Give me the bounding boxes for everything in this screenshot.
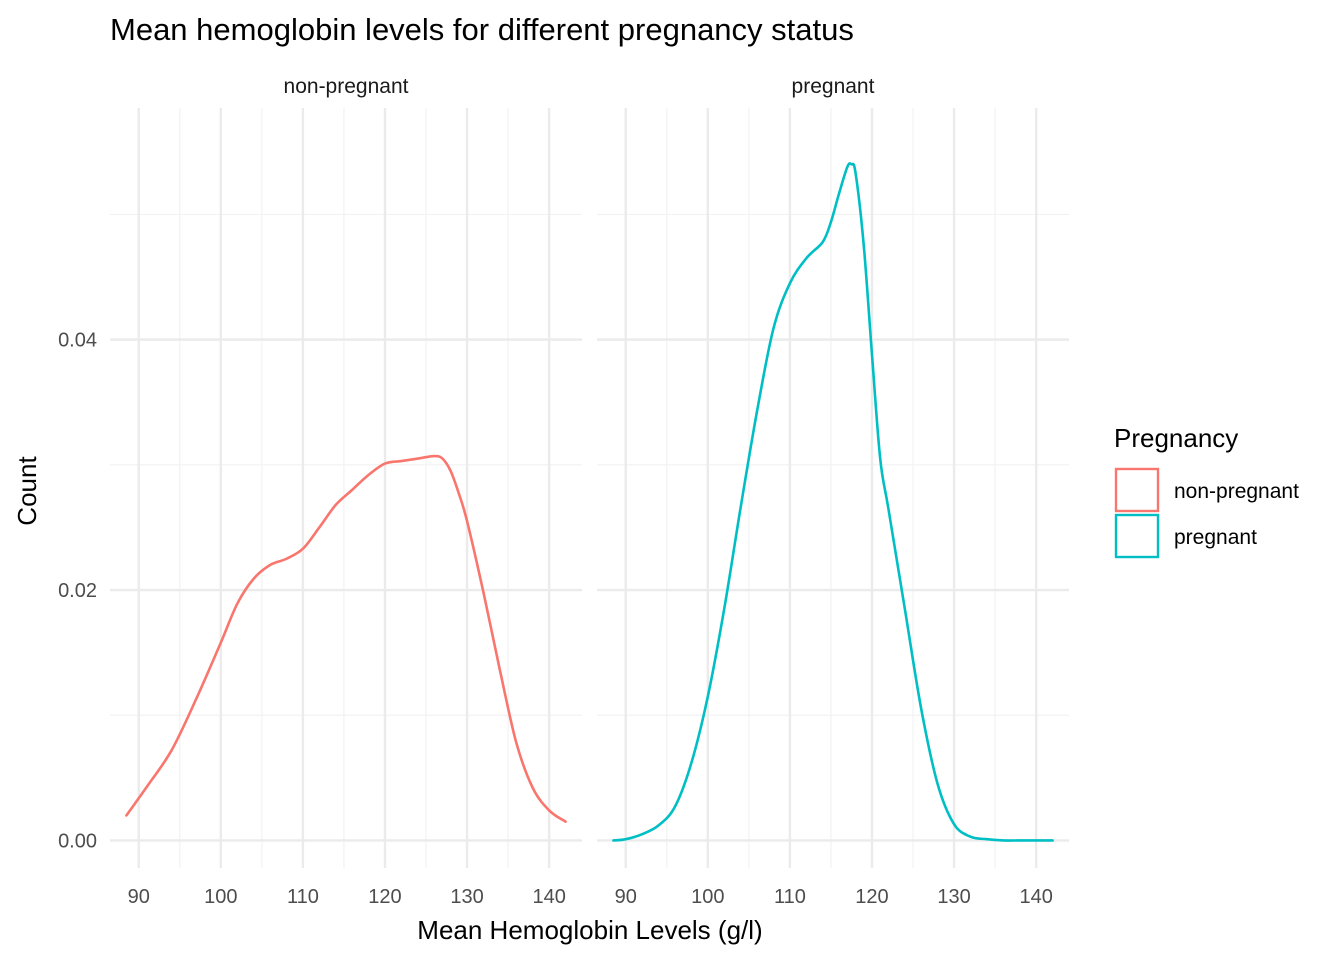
x-tick-label: 140	[532, 886, 565, 908]
x-tick-label: 110	[287, 886, 319, 908]
x-axis-title: Mean Hemoglobin Levels (g/l)	[417, 915, 762, 945]
x-tick-label: 100	[691, 886, 724, 908]
chart-title: Mean hemoglobin levels for different pre…	[110, 12, 854, 47]
legend-label-pregnant: pregnant	[1174, 526, 1257, 549]
x-tick-label: 90	[615, 886, 637, 908]
x-tick-label: 120	[855, 886, 888, 908]
y-tick-label: 0.00	[58, 830, 97, 852]
density-line-non-pregnant	[125, 454, 567, 823]
legend-key-pregnant	[1114, 513, 1160, 559]
x-tick-label: 130	[937, 886, 970, 908]
facet-strip-label: pregnant	[792, 75, 875, 98]
x-tick-label: 110	[774, 886, 806, 908]
panel-non-pregnant: non-pregnant 90 100 110 120 130 140	[110, 75, 582, 908]
x-tick-label: 90	[128, 886, 150, 908]
legend: Pregnancy non-pregnant pregnant	[1114, 423, 1299, 559]
legend-title: Pregnancy	[1114, 423, 1238, 453]
facet-strip-label: non-pregnant	[284, 75, 409, 98]
x-tick-label: 120	[368, 886, 401, 908]
x-tick-label: 140	[1019, 886, 1052, 908]
y-axis-title: Count	[12, 456, 42, 526]
x-tick-label: 130	[450, 886, 483, 908]
y-axis: 0.00 0.02 0.04	[58, 330, 97, 853]
x-tick-label: 100	[204, 886, 237, 908]
density-line-pregnant	[612, 162, 1054, 842]
y-tick-label: 0.04	[58, 330, 97, 352]
legend-key-non-pregnant	[1114, 467, 1160, 513]
panel-pregnant: pregnant 90 100 110 120 130 140	[597, 75, 1069, 908]
legend-label-non-pregnant: non-pregnant	[1174, 480, 1299, 503]
y-tick-label: 0.02	[58, 580, 97, 602]
